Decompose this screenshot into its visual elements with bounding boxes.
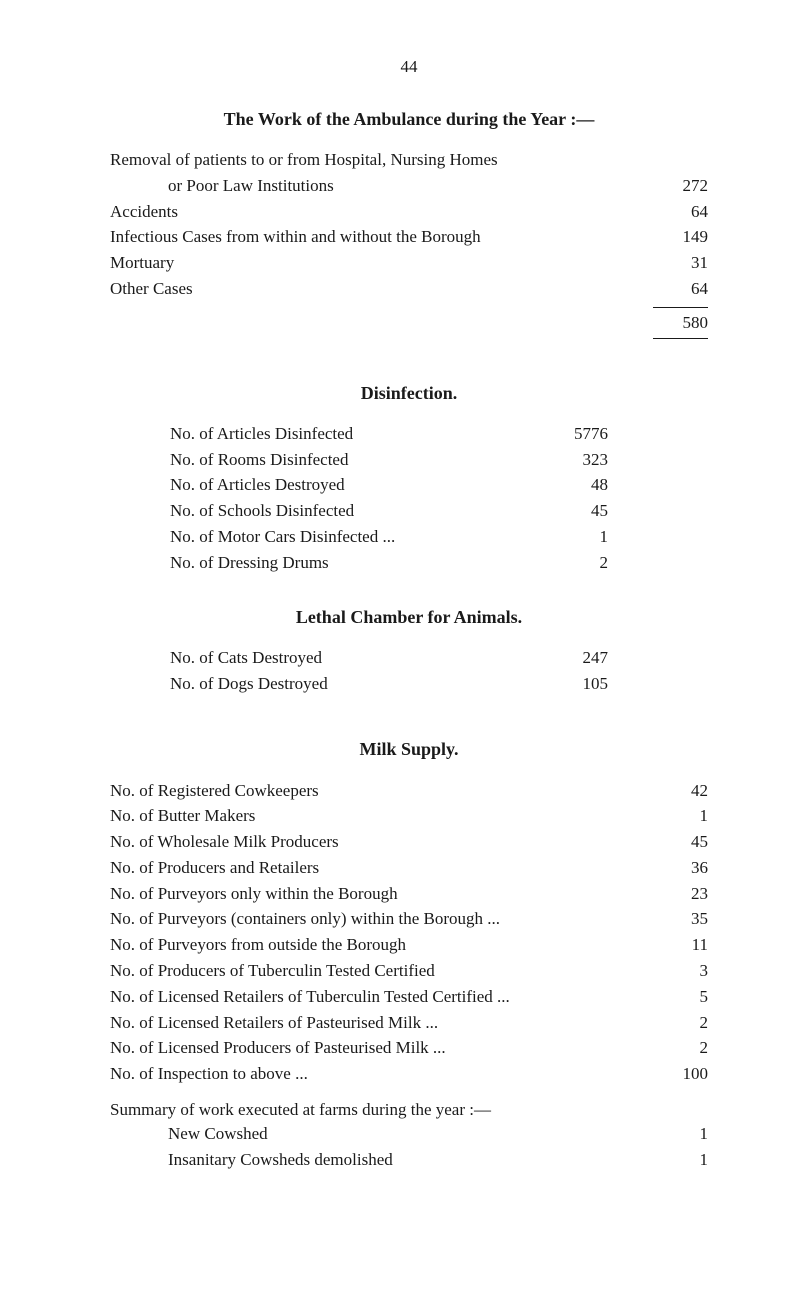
table-row: No. of Producers of Tuberculin Tested Ce… [110,959,708,983]
row-label: No. of Purveyors only within the Borough [110,882,653,906]
disinfection-title: Disinfection. [110,381,708,406]
row-label: No. of Licensed Producers of Pasteurised… [110,1036,653,1060]
table-row: No. of Schools Disinfected 45 [170,499,608,523]
row-label: No. of Licensed Retailers of Pasteurised… [110,1011,653,1035]
row-label: No. of Articles Disinfected [170,422,548,446]
row-label: No. of Motor Cars Disinfected ... [170,525,548,549]
page-number: 44 [110,55,708,79]
table-row: No. of Rooms Disinfected 323 [170,448,608,472]
milk-title: Milk Supply. [110,737,708,762]
ambulance-value: 272 [653,174,708,198]
row-value: 23 [653,882,708,906]
ambulance-label: Infectious Cases from within and without… [110,225,653,249]
row-label: No. of Dogs Destroyed [170,672,548,696]
row-label: No. of Articles Destroyed [170,473,548,497]
table-row: No. of Articles Disinfected 5776 [170,422,608,446]
table-row: No. of Purveyors only within the Borough… [110,882,708,906]
ambulance-value: 64 [653,200,708,224]
lethal-title: Lethal Chamber for Animals. [110,605,708,630]
row-label: New Cowshed [110,1122,653,1146]
row-value: 5 [653,985,708,1009]
row-label: No. of Schools Disinfected [170,499,548,523]
row-label: No. of Registered Cowkeepers [110,779,653,803]
ambulance-label: Accidents [110,200,653,224]
table-row: Insanitary Cowsheds demolished 1 [110,1148,708,1172]
row-value: 45 [653,830,708,854]
row-label: No. of Licensed Retailers of Tuberculin … [110,985,653,1009]
ambulance-row: Mortuary 31 [110,251,708,275]
row-label: No. of Dressing Drums [170,551,548,575]
row-label: No. of Producers of Tuberculin Tested Ce… [110,959,653,983]
table-row: No. of Motor Cars Disinfected ... 1 [170,525,608,549]
ambulance-row: Other Cases 64 [110,277,708,301]
row-value: 5776 [548,422,608,446]
table-row: No. of Cats Destroyed 247 [170,646,608,670]
ambulance-row: or Poor Law Institutions 272 [110,174,708,198]
table-row: No. of Licensed Retailers of Pasteurised… [110,1011,708,1035]
table-row: No. of Articles Destroyed 48 [170,473,608,497]
row-value: 35 [653,907,708,931]
table-row: No. of Licensed Retailers of Tuberculin … [110,985,708,1009]
row-value: 100 [653,1062,708,1086]
ambulance-value: 149 [653,225,708,249]
row-value: 247 [548,646,608,670]
row-label: No. of Wholesale Milk Producers [110,830,653,854]
total-wrapper: 580 [110,307,708,339]
ambulance-row: Infectious Cases from within and without… [110,225,708,249]
milk-table: No. of Registered Cowkeepers 42 No. of B… [110,779,708,1087]
table-row: No. of Licensed Producers of Pasteurised… [110,1036,708,1060]
ambulance-total: 580 [110,308,708,335]
row-value: 2 [653,1036,708,1060]
row-label: No. of Cats Destroyed [170,646,548,670]
row-value: 1 [653,1122,708,1146]
table-row: No. of Wholesale Milk Producers 45 [110,830,708,854]
row-value: 1 [548,525,608,549]
row-value: 1 [653,1148,708,1172]
table-row: No. of Dressing Drums 2 [170,551,608,575]
row-label: No. of Rooms Disinfected [170,448,548,472]
ambulance-label: Mortuary [110,251,653,275]
row-label: No. of Purveyors (containers only) withi… [110,907,653,931]
row-label: Insanitary Cowsheds demolished [110,1148,653,1172]
ambulance-value: 64 [653,277,708,301]
row-value: 2 [653,1011,708,1035]
row-value: 1 [653,804,708,828]
row-label: No. of Producers and Retailers [110,856,653,880]
ambulance-row: Accidents 64 [110,200,708,224]
table-row: No. of Butter Makers 1 [110,804,708,828]
table-row: No. of Inspection to above ... 100 [110,1062,708,1086]
ambulance-intro: Removal of patients to or from Hospital,… [110,148,708,172]
row-value: 323 [548,448,608,472]
row-label: No. of Purveyors from outside the Boroug… [110,933,653,957]
table-row: No. of Dogs Destroyed 105 [170,672,608,696]
lethal-table: No. of Cats Destroyed 247 No. of Dogs De… [110,646,708,696]
ambulance-label: or Poor Law Institutions [110,174,653,198]
ambulance-title: The Work of the Ambulance during the Yea… [110,107,708,132]
row-value: 42 [653,779,708,803]
disinfection-table: No. of Articles Disinfected 5776 No. of … [110,422,708,575]
summary-intro: Summary of work executed at farms during… [110,1098,708,1122]
table-row: No. of Purveyors (containers only) withi… [110,907,708,931]
summary-section: Summary of work executed at farms during… [110,1098,708,1171]
table-row: No. of Purveyors from outside the Boroug… [110,933,708,957]
row-value: 36 [653,856,708,880]
row-label: No. of Inspection to above ... [110,1062,653,1086]
ambulance-value: 31 [653,251,708,275]
table-row: No. of Registered Cowkeepers 42 [110,779,708,803]
row-value: 105 [548,672,608,696]
row-value: 2 [548,551,608,575]
row-value: 48 [548,473,608,497]
table-row: No. of Producers and Retailers 36 [110,856,708,880]
row-label: No. of Butter Makers [110,804,653,828]
ambulance-intro-row: Removal of patients to or from Hospital,… [110,148,708,172]
ambulance-label: Other Cases [110,277,653,301]
table-row: New Cowshed 1 [110,1122,708,1146]
row-value: 3 [653,959,708,983]
row-value: 45 [548,499,608,523]
row-value: 11 [653,933,708,957]
